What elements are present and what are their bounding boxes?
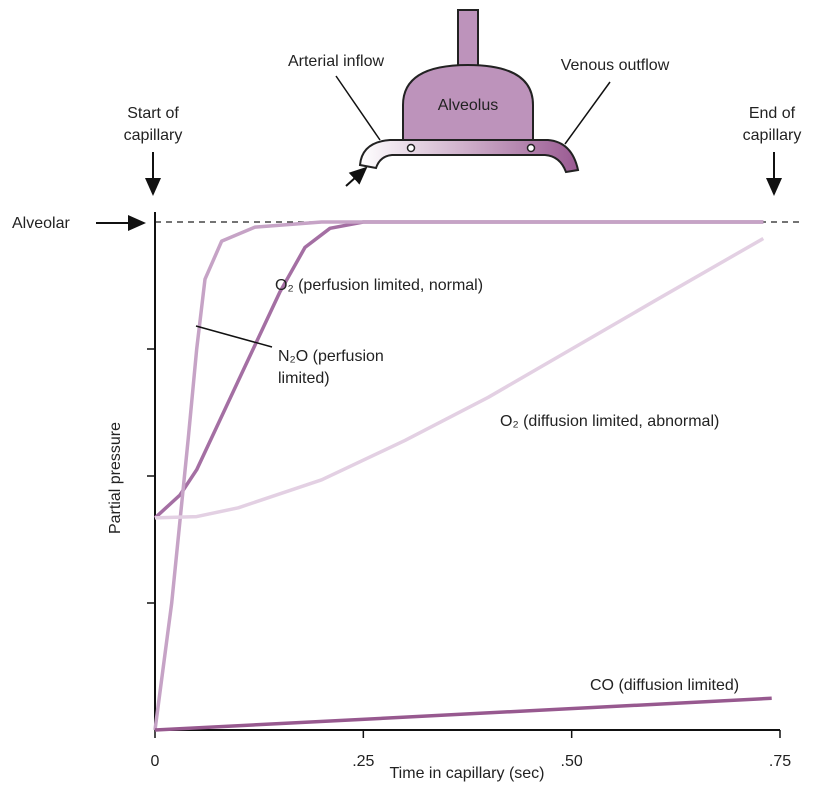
alveolus-drawing xyxy=(335,9,611,187)
series-label: N₂O (perfusion limited) xyxy=(278,348,388,387)
series-line xyxy=(153,220,764,520)
alveolus-label: Alveolus xyxy=(438,97,498,114)
series-label: O₂ (perfusion limited, normal) xyxy=(275,277,483,294)
series-label: O₂ (diffusion limited, abnormal) xyxy=(500,413,719,430)
series-label: CO (diffusion limited) xyxy=(590,677,739,694)
x-tick-label: 0 xyxy=(151,753,160,770)
x-tick-label: .50 xyxy=(561,753,583,770)
end-label: End of xyxy=(749,105,796,122)
series-line xyxy=(154,236,765,520)
end-label: capillary xyxy=(743,127,802,144)
x-tick-label: .75 xyxy=(769,753,791,770)
series-line xyxy=(154,696,772,732)
leader-line xyxy=(195,325,273,348)
x-axis-label: Time in capillary (sec) xyxy=(390,765,545,782)
venous-label: Venous outflow xyxy=(561,57,670,74)
series-line xyxy=(153,220,764,731)
arterial-label: Arterial inflow xyxy=(288,53,384,70)
x-tick-label: .25 xyxy=(352,753,374,770)
y-axis-label: Partial pressure xyxy=(107,422,124,534)
start-label: Start of xyxy=(127,105,179,122)
start-label: capillary xyxy=(124,127,183,144)
alveolar-label: Alveolar xyxy=(12,215,70,232)
